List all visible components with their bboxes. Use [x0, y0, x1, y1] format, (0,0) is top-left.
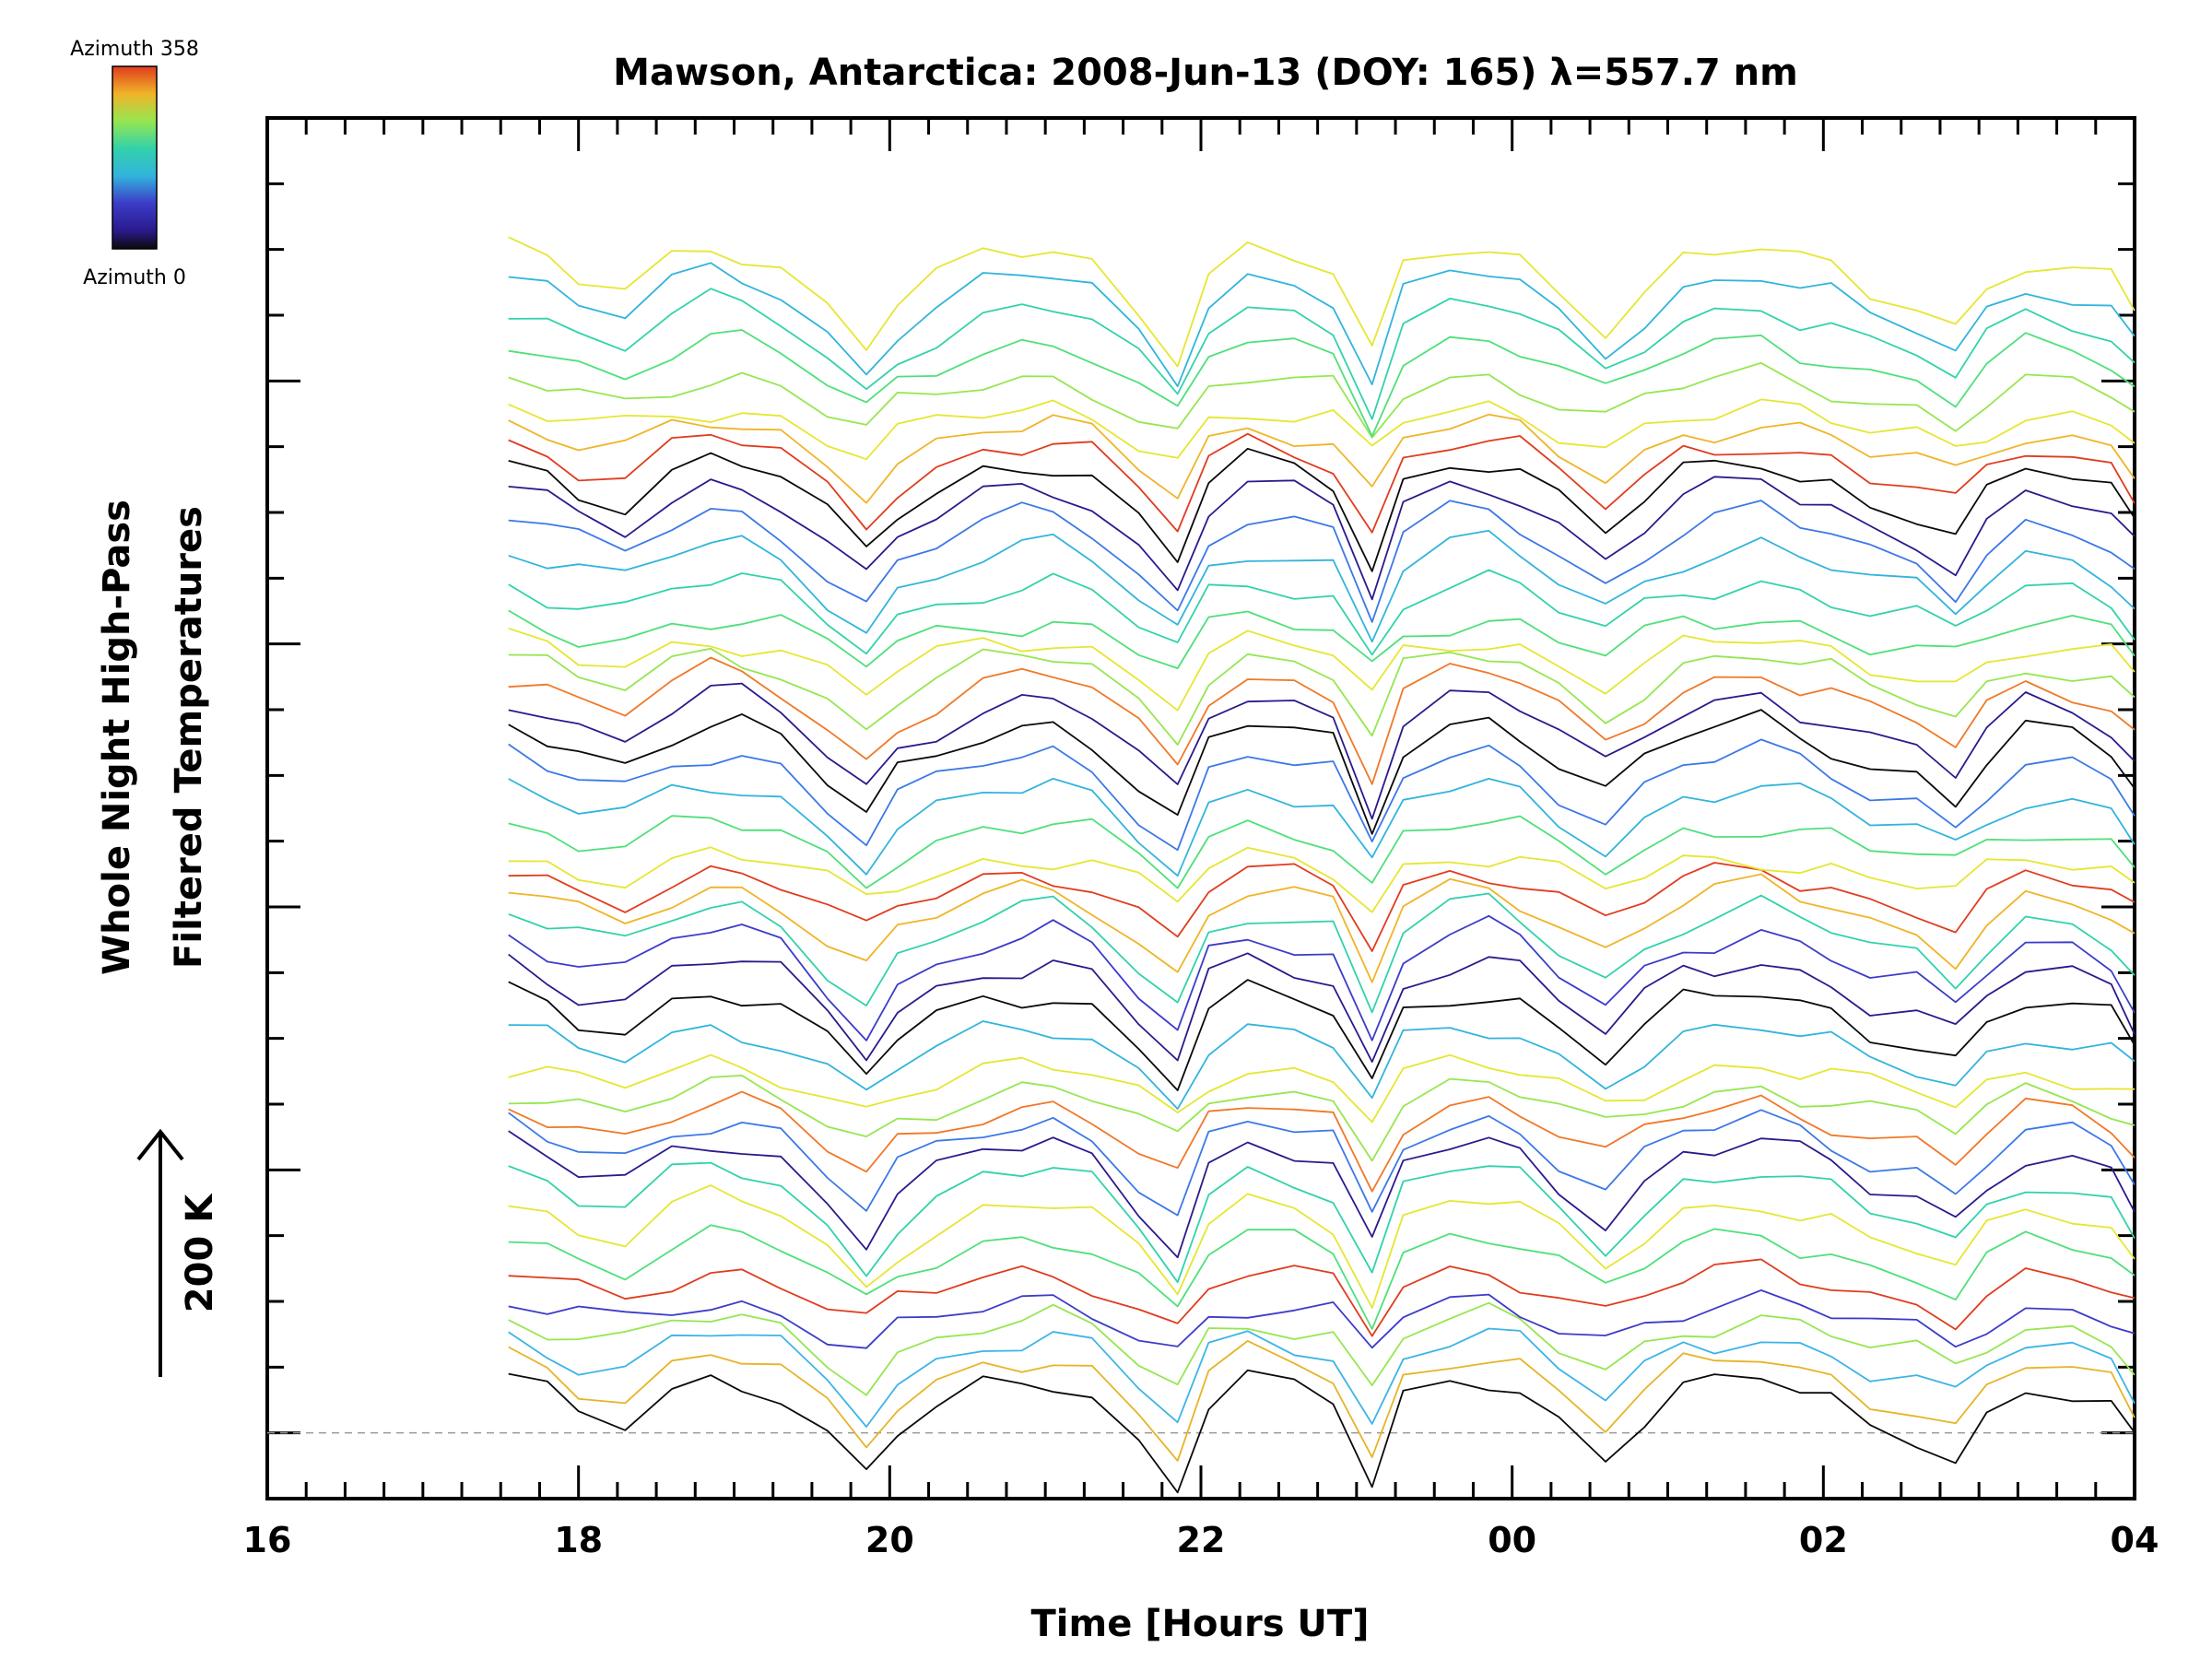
x-tick-label: 22: [1177, 1520, 1226, 1560]
series-line-29: [508, 627, 2136, 712]
series-line-41: [508, 288, 2136, 420]
series-line-33: [508, 500, 2136, 623]
series-line-42: [508, 262, 2136, 388]
x-tick-label: 18: [554, 1520, 603, 1560]
series-line-12: [508, 1075, 2136, 1162]
series-line-22: [508, 815, 2136, 889]
series-line-25: [508, 709, 2136, 835]
series-line-37: [508, 413, 2136, 504]
series-line-36: [508, 432, 2136, 534]
series-line-18: [508, 892, 2136, 1014]
series-line-13: [508, 1053, 2136, 1124]
x-tick-label: 04: [2111, 1520, 2159, 1560]
x-tick-label: 02: [1799, 1520, 1848, 1560]
y-axis-label-line2: Filtered Temperatures: [168, 506, 210, 969]
scale-arrow: [136, 1128, 184, 1377]
series-line-31: [508, 569, 2136, 656]
series-line-43: [508, 236, 2136, 368]
series-line-34: [508, 476, 2136, 601]
series-line-30: [508, 609, 2136, 669]
chart-title: Mawson, Antarctica: 2008-Jun-13 (DOY: 16…: [613, 52, 1798, 94]
scale-label: 200 K: [179, 1193, 221, 1312]
x-tick-label: 16: [243, 1520, 292, 1560]
series-line-0: [508, 1369, 2136, 1494]
x-tick-label: 00: [1488, 1520, 1536, 1560]
series-line-8: [508, 1161, 2136, 1284]
series-line-32: [508, 529, 2136, 643]
x-tick-labels: 16 18 20 22 00 02 04: [243, 1520, 2159, 1560]
series-line-21: [508, 846, 2136, 913]
series-line-23: [508, 777, 2136, 877]
series-line-19: [508, 873, 2136, 983]
series-line-39: [508, 361, 2136, 439]
series-line-10: [508, 1109, 2136, 1217]
series-line-17: [508, 914, 2136, 1041]
y-axis-label-line1: Whole Night High-Pass: [96, 500, 138, 975]
x-axis-label: Time [Hours UT]: [1031, 1603, 1370, 1645]
series-line-6: [508, 1224, 2136, 1330]
series-line-9: [508, 1130, 2136, 1259]
series-line-40: [508, 329, 2136, 438]
series-line-38: [508, 398, 2136, 461]
series-line-11: [508, 1090, 2136, 1193]
colorbar-top-label: Azimuth 358: [70, 38, 199, 61]
x-tick-label: 20: [865, 1520, 914, 1560]
colorbar-bottom-label: Azimuth 0: [83, 266, 186, 289]
series-line-4: [508, 1289, 2136, 1349]
series-line-5: [508, 1258, 2136, 1337]
series-line-2: [508, 1327, 2136, 1428]
series-line-3: [508, 1301, 2136, 1396]
series-line-35: [508, 447, 2136, 572]
series-line-20: [508, 862, 2136, 952]
series-line-16: [508, 952, 2136, 1063]
series-lines: [508, 236, 2136, 1494]
series-line-1: [508, 1340, 2136, 1462]
series-line-15: [508, 979, 2136, 1091]
colorbar: [112, 65, 158, 250]
series-line-27: [508, 656, 2136, 785]
scale-arrow-head: [136, 1128, 184, 1161]
series-line-24: [508, 738, 2136, 852]
series-line-14: [508, 1020, 2136, 1110]
series-line-26: [508, 682, 2136, 820]
series-line-7: [508, 1184, 2136, 1309]
series-line-28: [508, 647, 2136, 746]
axis-ticks: [265, 116, 2136, 1500]
